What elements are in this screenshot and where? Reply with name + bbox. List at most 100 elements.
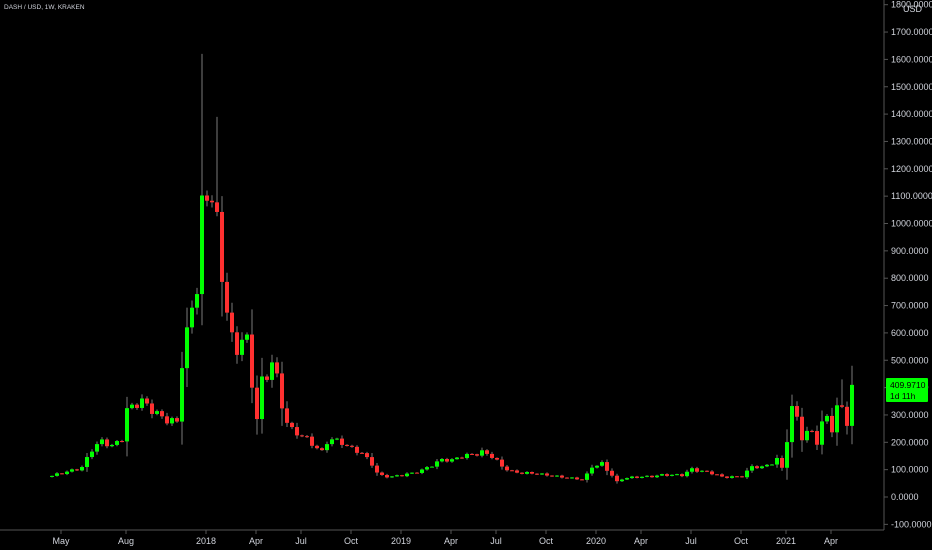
candle-up [805,430,809,441]
candle-down [250,334,254,388]
candle-down [845,406,849,426]
candle-down [355,446,359,453]
candle-down [230,312,234,333]
candle-down [120,441,124,443]
candle-up [700,470,704,472]
candle-down [490,453,494,458]
candle-down [635,476,639,478]
candle-up [630,476,634,479]
candle-up [180,368,184,422]
candle-up [750,466,754,471]
candle-down [615,475,619,482]
candle-up [600,462,604,466]
candle-up [850,384,854,426]
y-tick-label: 1200.0000 [891,164,932,174]
candle-down [580,479,584,481]
candle-down [380,472,384,475]
candle-down [515,470,519,473]
candle-down [290,422,294,428]
y-tick-label: 1500.0000 [891,82,932,92]
candle-up [245,334,249,340]
candle-down [310,436,314,446]
candle-up [690,468,694,472]
y-tick-label: 700.0000 [891,301,929,311]
candle-up [420,469,424,473]
candle-down [510,470,514,472]
candle-up [670,474,674,476]
candle-down [345,444,349,446]
candle-up [655,475,659,478]
y-tick-label: 200.0000 [891,437,929,447]
candle-up [140,398,144,408]
candle-up [730,476,734,478]
x-tick-label: Apr [249,536,263,546]
x-tick-label: Oct [539,536,554,546]
y-tick-label: 500.0000 [891,355,929,365]
candle-down [105,439,109,447]
price-axis[interactable]: -100.0000 0.0000 100.0000 200.0000 300.0000 4… [884,0,932,529]
candle-down [445,458,449,462]
candle-down [215,202,219,212]
candle-up [405,473,409,477]
candle-down [535,473,539,475]
candle-down [780,457,784,468]
candle-down [710,471,714,475]
candle-down [650,475,654,478]
candle-up [675,474,679,476]
candle-down [75,469,79,471]
candle-up [620,479,624,482]
candle-down [520,472,524,474]
candle-up [110,444,114,447]
candle-down [560,475,564,478]
candle-up [770,464,774,466]
candle-up [590,467,594,474]
y-tick-label: 0.0000 [891,492,919,502]
candle-down [505,466,509,471]
candle-down [225,281,229,313]
currency-label[interactable]: USD [903,4,923,14]
candle-down [400,475,404,477]
candle-down [205,195,209,201]
candle-up [775,457,779,465]
candle-up [555,475,559,477]
x-tick-label: Apr [824,536,838,546]
candle-down [565,477,569,479]
candle-down [305,436,309,438]
x-tick-label: Oct [344,536,359,546]
candle-down [830,415,834,433]
candle-up [200,195,204,295]
candle-up [130,404,134,409]
candle-down [735,476,739,478]
candle-down [755,466,759,469]
candle-up [435,461,439,467]
candle-up [785,442,789,468]
candle-down [740,476,744,478]
candle-up [645,475,649,477]
candle-up [260,376,264,420]
candle-up [270,362,274,380]
candles-layer [50,53,854,484]
candle-up [185,327,189,369]
candle-down [550,475,554,477]
time-axis[interactable]: May Aug 2018 Apr Jul Oct 2019 Apr Jul Oct 2020 Apr J… [52,530,838,546]
candle-up [240,339,244,355]
x-tick-label: Aug [118,536,134,546]
candle-down [605,462,609,471]
y-tick-label: 300.0000 [891,410,929,420]
candle-down [370,457,374,466]
candle-up [760,466,764,469]
x-tick-label: Oct [734,536,749,546]
candle-up [660,474,664,476]
candle-down [160,411,164,417]
candle-down [360,452,364,454]
y-tick-label: 1600.0000 [891,54,932,64]
candle-down [145,398,149,404]
candle-up [440,458,444,462]
candle-down [705,470,709,472]
y-tick-label: 800.0000 [891,273,929,283]
candle-down [165,416,169,424]
y-tick-label: 900.0000 [891,246,929,256]
price-tag-box [886,378,928,402]
candle-down [315,445,319,449]
